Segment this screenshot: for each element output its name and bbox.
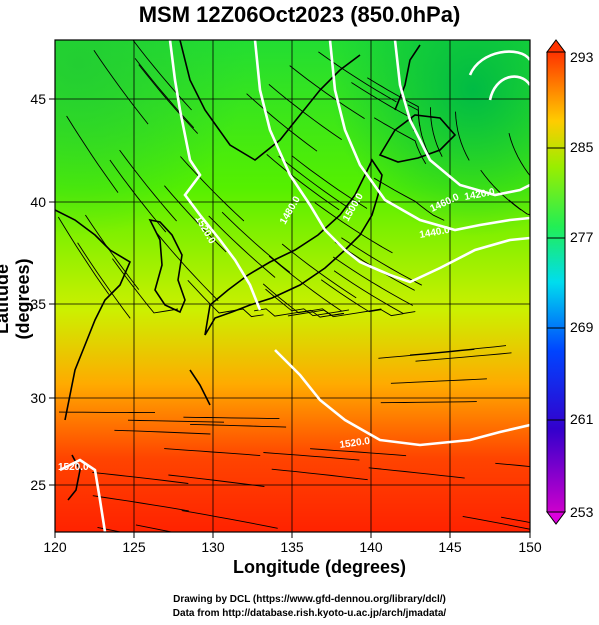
streamline (180, 156, 245, 222)
streamline (268, 84, 342, 140)
streamline (380, 401, 477, 404)
y-tick-label: 40 (30, 194, 46, 210)
streamline (495, 462, 530, 468)
colorbar-bottom-arrow (546, 511, 566, 525)
streamline (501, 516, 530, 523)
streamline (320, 279, 404, 317)
streamline (415, 352, 512, 362)
x-axis-label: Longitude (degrees) (232, 557, 406, 577)
streamline (271, 468, 368, 481)
streamline (265, 288, 350, 317)
colorbar-tick-label: 293 (570, 49, 594, 65)
streamline (455, 111, 470, 161)
streamline (430, 107, 443, 157)
colorbar-tick-label: 285 (570, 139, 594, 155)
colorbar-tick-label: 269 (570, 319, 594, 335)
streamline (314, 202, 393, 254)
streamline (310, 448, 407, 457)
colorbar-tick-label: 253 (570, 504, 594, 520)
x-tick-label: 135 (280, 539, 304, 555)
x-tick-labels: 120 125 130 135 140 145 150 (43, 539, 542, 555)
x-tick-label: 120 (43, 539, 67, 555)
streamline (208, 215, 276, 278)
streamline (168, 474, 265, 487)
x-axis (54, 532, 531, 538)
streamline (407, 104, 430, 154)
height-contours (59, 40, 530, 532)
y-tick-label: 45 (30, 91, 46, 107)
streamline (138, 64, 199, 134)
credit-data: Data from http://database.rish.kyoto-u.a… (172, 608, 447, 619)
y-tick-label: 35 (30, 296, 46, 312)
contour-label: 1420.0 (464, 187, 496, 203)
streamline (333, 270, 416, 314)
contour-label: 1440.0 (419, 225, 451, 241)
streamline (508, 132, 530, 177)
streamline (134, 58, 195, 129)
streamline (183, 416, 280, 420)
credit-drawing: Drawing by DCL (https://www.gfd-dennou.o… (173, 594, 446, 605)
streamline (187, 279, 264, 318)
streamline (119, 149, 177, 222)
streamline (221, 211, 291, 273)
streamline (263, 452, 360, 461)
streamline (92, 471, 189, 484)
x-tick-label: 125 (122, 539, 146, 555)
streamline (480, 169, 522, 211)
y-tick-labels: 25 30 35 40 45 (30, 91, 46, 493)
colorbar-top-arrow (546, 39, 566, 53)
streamline (390, 378, 487, 384)
x-tick-label: 150 (518, 539, 542, 555)
streamline (66, 115, 119, 193)
streamline (378, 348, 475, 359)
coastlines (55, 40, 457, 501)
graticule (55, 40, 530, 532)
streamline (77, 242, 131, 319)
contour-label: 1520.0 (339, 436, 371, 451)
y-tick-label: 25 (30, 477, 46, 493)
colorbar: 293 285 277 269 261 253 (546, 39, 594, 525)
x-tick-label: 140 (359, 539, 383, 555)
streamline (268, 255, 343, 312)
streamline (373, 177, 445, 221)
y-axis (49, 98, 55, 486)
streamline (291, 155, 368, 209)
streamline (341, 237, 423, 286)
streamline (57, 216, 110, 295)
streamline (97, 526, 123, 532)
colorbar-tick-label: 261 (570, 411, 594, 427)
streamline (58, 411, 155, 414)
streamline (181, 510, 278, 529)
streamline (135, 524, 174, 532)
streamline (462, 515, 530, 530)
colorbar-bar (546, 51, 566, 513)
streamline (164, 448, 261, 457)
streamline (114, 429, 211, 435)
chart-title: MSM 12Z06Oct2023 (850.0hPa) (138, 2, 461, 27)
streamline (92, 495, 189, 512)
streamline (287, 308, 382, 318)
streamline (85, 214, 140, 290)
streamline (246, 93, 318, 152)
y-tick-label: 30 (30, 390, 46, 406)
streamline (409, 345, 507, 356)
streamline (156, 233, 219, 302)
colorbar-tick-label: 277 (570, 229, 594, 245)
streamline (190, 423, 287, 428)
streamline (164, 185, 227, 253)
contour-label: 1520.0 (58, 462, 89, 473)
streamline (262, 283, 344, 316)
x-tick-label: 130 (201, 539, 225, 555)
x-tick-label: 145 (438, 539, 462, 555)
streamline (368, 467, 465, 479)
streamline (332, 256, 414, 306)
streamline (112, 258, 179, 314)
streamline (266, 154, 340, 211)
streamline (93, 50, 149, 125)
streamline (127, 419, 225, 423)
streamline (289, 65, 365, 119)
